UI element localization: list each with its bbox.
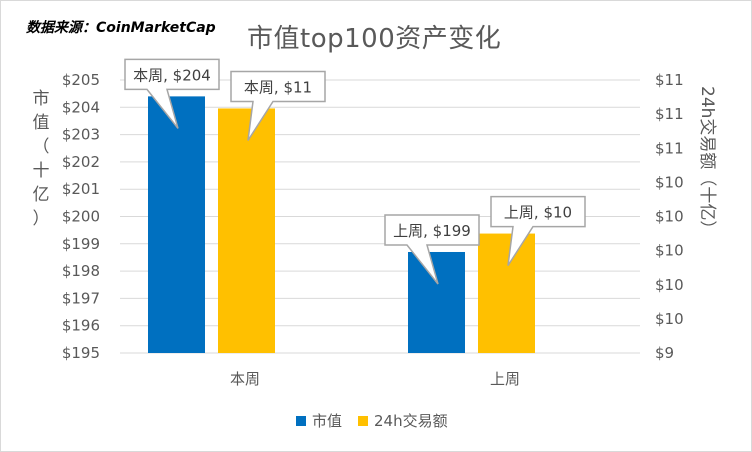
- data-label-callout: [384, 214, 480, 285]
- y-tick-label-right: $10: [655, 173, 684, 191]
- y-tick-label-left: $200: [62, 208, 100, 226]
- y-axis-label-left-char: （: [33, 137, 50, 157]
- legend: 市值 24h交易额: [296, 410, 456, 431]
- y-tick-label-left: $202: [62, 153, 100, 171]
- legend-item-24h-volume: 24h交易额: [358, 410, 448, 431]
- y-tick-label-left: $199: [62, 235, 100, 253]
- x-tick-label: 上周: [490, 370, 520, 388]
- source-note: 数据来源：CoinMarketCap: [26, 20, 216, 36]
- y-tick-label-left: $205: [62, 71, 100, 89]
- y-tick-label-right: $9: [655, 344, 674, 362]
- bar: [408, 251, 465, 353]
- legend-label-24h-volume: 24h交易额: [374, 412, 448, 430]
- bar: [478, 233, 535, 353]
- chart-title: 市值top100资产变化: [247, 24, 502, 54]
- y-tick-label-right: $10: [655, 276, 684, 294]
- y-tick-label-left: $203: [62, 126, 100, 144]
- y-axis-label-right: 24h交易额（十亿）: [697, 86, 717, 237]
- data-label-callout: [230, 70, 326, 141]
- y-tick-label-right: $10: [655, 208, 684, 226]
- y-axis-label-left-char: 亿: [33, 185, 50, 205]
- x-tick-label: 本周: [230, 370, 260, 388]
- y-tick-label-right: $10: [655, 242, 684, 260]
- data-label-text: 上周, $10: [504, 204, 572, 222]
- y-tick-label-right: $10: [655, 310, 684, 328]
- y-tick-label-left: $204: [62, 98, 100, 116]
- y-axis-label-left-char: 市: [33, 89, 50, 109]
- bar: [218, 108, 275, 353]
- y-axis-label-left-char: 值: [33, 113, 50, 133]
- y-tick-label-left: $196: [62, 317, 100, 335]
- y-tick-label-right: $11: [655, 71, 684, 89]
- y-axis-label-left-char: 十: [33, 161, 50, 181]
- legend-item-market-cap: 市值: [296, 410, 342, 431]
- y-tick-label-left: $201: [62, 180, 100, 198]
- data-label-callout: [490, 195, 586, 266]
- bar: [148, 96, 205, 353]
- y-tick-label-left: $195: [62, 344, 100, 362]
- data-label-text: 本周, $204: [133, 66, 211, 84]
- legend-swatch-market-cap: [296, 415, 306, 426]
- legend-swatch-24h-volume: [358, 415, 369, 426]
- y-tick-label-left: $198: [62, 262, 100, 280]
- data-label-text: 本周, $11: [244, 78, 312, 96]
- data-label-text: 上周, $199: [393, 222, 471, 240]
- y-tick-label-left: $197: [62, 289, 100, 307]
- data-label-callout: [124, 58, 220, 129]
- y-tick-label-right: $11: [655, 139, 684, 157]
- y-axis-label-left-char: ）: [33, 209, 50, 229]
- legend-label-market-cap: 市值: [312, 412, 343, 430]
- y-tick-label-right: $11: [655, 105, 684, 123]
